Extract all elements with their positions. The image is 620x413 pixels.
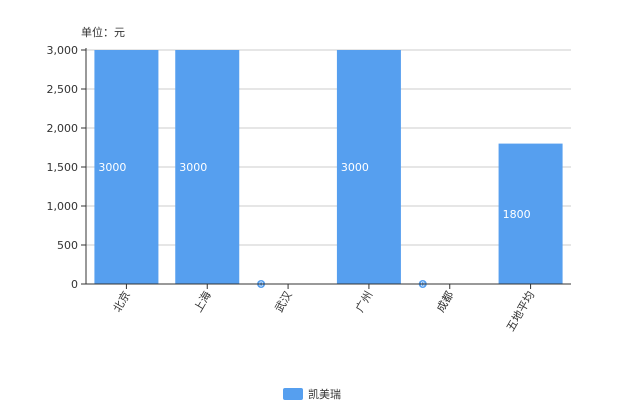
legend-swatch[interactable] bbox=[283, 388, 303, 400]
y-axis: 0 500 1,000 1,500 2,000 2,500 3,000 bbox=[47, 44, 87, 291]
x-tick-label: 上海 bbox=[191, 289, 214, 315]
x-tick-label: 广州 bbox=[353, 289, 375, 315]
y-tick-label: 2,500 bbox=[47, 83, 79, 96]
bar-value-label: 3000 bbox=[341, 161, 369, 174]
x-tick-label: 成都 bbox=[434, 289, 456, 315]
bar-value-label: 3000 bbox=[98, 161, 126, 174]
y-tick-label: 500 bbox=[57, 239, 78, 252]
unit-label: 单位：元 bbox=[81, 25, 125, 39]
x-tick-label: 五地平均 bbox=[504, 289, 537, 334]
bars: 300030000300001800 bbox=[94, 50, 563, 289]
y-tick-label: 3,000 bbox=[47, 44, 79, 57]
bar-value-label: 3000 bbox=[179, 161, 207, 174]
y-tick-label: 1,000 bbox=[47, 200, 79, 213]
bar[interactable] bbox=[498, 143, 563, 284]
bar[interactable] bbox=[94, 50, 159, 284]
bar[interactable] bbox=[175, 50, 240, 284]
x-tick-label: 武汉 bbox=[272, 289, 294, 315]
legend-label[interactable]: 凯美瑞 bbox=[308, 387, 341, 401]
x-tick-label: 北京 bbox=[110, 289, 133, 315]
legend[interactable]: 凯美瑞 bbox=[283, 387, 341, 401]
gridlines bbox=[86, 49, 571, 246]
y-tick-label: 1,500 bbox=[47, 161, 79, 174]
y-tick-label: 2,000 bbox=[47, 122, 79, 135]
x-axis: 北京 上海 武汉 广州 成都 五地平均 bbox=[86, 283, 571, 334]
bar[interactable] bbox=[336, 50, 401, 284]
y-tick-label: 0 bbox=[71, 278, 78, 291]
bar-value-label: 1800 bbox=[503, 208, 531, 221]
